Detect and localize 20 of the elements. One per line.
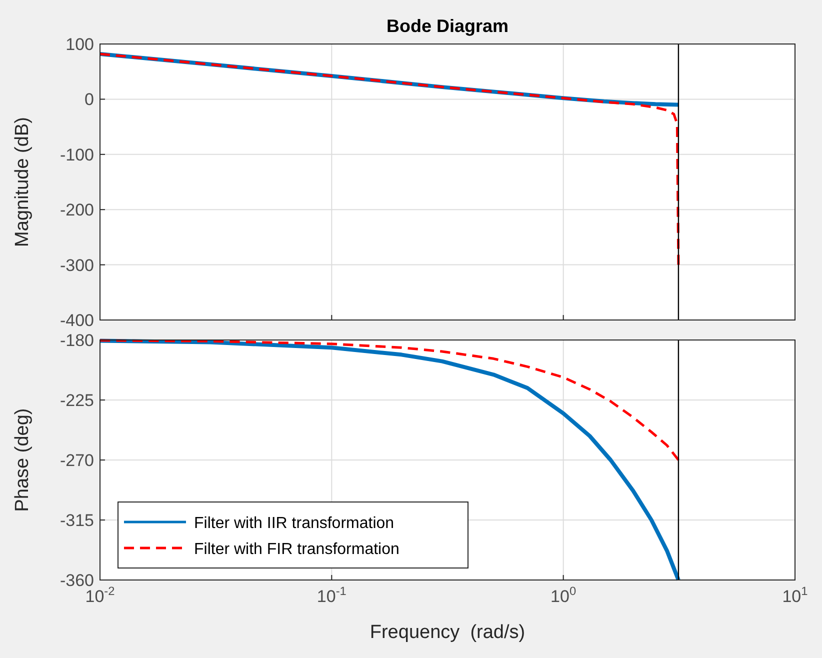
y-tick-label: -100 bbox=[60, 145, 94, 164]
legend-label: Filter with FIR transformation bbox=[194, 541, 400, 558]
y-tick-label: -270 bbox=[60, 451, 94, 470]
y-tick-label: 100 bbox=[66, 35, 94, 54]
y-tick-label: -200 bbox=[60, 200, 94, 220]
legend-label: Filter with IIR transformation bbox=[194, 515, 394, 532]
y-tick-label: -225 bbox=[60, 391, 94, 410]
chart-title: Bode Diagram bbox=[386, 16, 509, 36]
y-tick-label: 0 bbox=[84, 90, 94, 110]
x-tick-label: 10$^{-1}$ bbox=[316, 584, 347, 606]
x-axis-title: Frequency (rad/s) bbox=[370, 622, 526, 643]
y-tick-label: -315 bbox=[60, 511, 94, 530]
x-tick-label: 10$^{0}$ bbox=[550, 584, 576, 606]
y-tick-label: -180 bbox=[60, 331, 94, 350]
y-axis-title: Phase (deg) bbox=[12, 408, 33, 512]
y-tick-label: -360 bbox=[60, 571, 94, 590]
x-tick-label: 10$^{1}$ bbox=[782, 584, 808, 606]
y-axis-title: Magnitude (dB) bbox=[12, 117, 33, 247]
y-tick-label: -400 bbox=[60, 311, 94, 330]
y-tick-label: -300 bbox=[60, 256, 94, 275]
